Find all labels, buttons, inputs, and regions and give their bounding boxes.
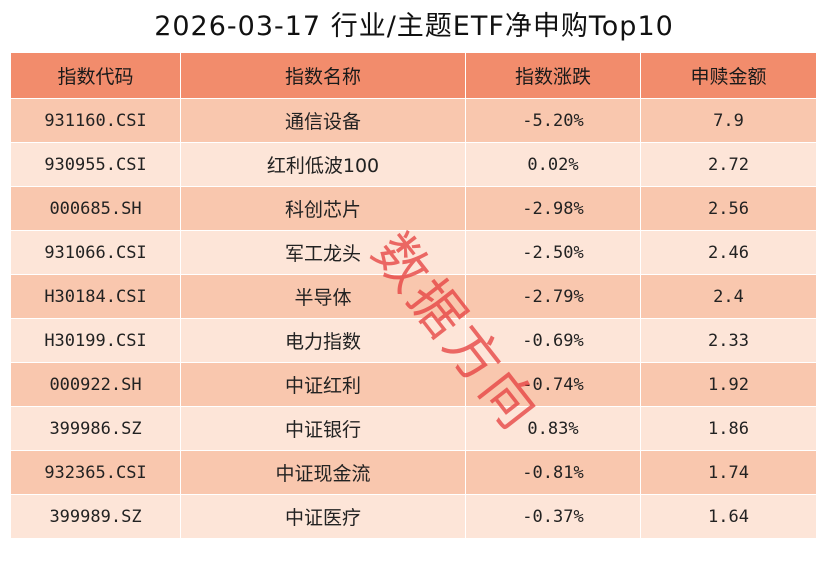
- table-cell: 中证医疗: [180, 494, 466, 539]
- table-row: 930955.CSI 红利低波100 0.02% 2.72: [10, 142, 817, 187]
- table-cell: 2.4: [640, 274, 817, 319]
- table-cell: 中证红利: [180, 362, 466, 407]
- table-row: H30199.CSI 电力指数 -0.69% 2.33: [10, 318, 817, 363]
- table-row: 931160.CSI 通信设备 -5.20% 7.9: [10, 98, 817, 143]
- table-cell: 中证现金流: [180, 450, 466, 495]
- table-cell: 000922.SH: [10, 362, 181, 407]
- table-cell: 0.02%: [465, 142, 641, 187]
- table-cell: 2.56: [640, 186, 817, 231]
- column-header: 指数代码: [10, 52, 181, 99]
- table-row: H30184.CSI 半导体 -2.79% 2.4: [10, 274, 817, 319]
- table-row: 932365.CSI 中证现金流 -0.81% 1.74: [10, 450, 817, 495]
- table-row: 000685.SH 科创芯片 -2.98% 2.56: [10, 186, 817, 231]
- table-cell: 通信设备: [180, 98, 466, 143]
- table-cell: 931160.CSI: [10, 98, 181, 143]
- table-cell: -0.69%: [465, 318, 641, 363]
- table-cell: 1.64: [640, 494, 817, 539]
- table-row: 931066.CSI 军工龙头 -2.50% 2.46: [10, 230, 817, 275]
- table-cell: 931066.CSI: [10, 230, 181, 275]
- table-cell: -0.81%: [465, 450, 641, 495]
- table-cell: -0.74%: [465, 362, 641, 407]
- table-cell: 半导体: [180, 274, 466, 319]
- table-cell: 2.33: [640, 318, 817, 363]
- table-cell: -2.50%: [465, 230, 641, 275]
- table-body: 931160.CSI 通信设备 -5.20% 7.9 930955.CSI 红利低波100…: [10, 98, 817, 539]
- etf-table: 指数代码 指数名称 指数涨跌 申赎金额 931160.CSI 通信设备 -5.20% 7.9…: [10, 52, 817, 539]
- table-cell: -2.79%: [465, 274, 641, 319]
- table-cell: -5.20%: [465, 98, 641, 143]
- table-cell: 军工龙头: [180, 230, 466, 275]
- header-row: 指数代码 指数名称 指数涨跌 申赎金额: [10, 52, 817, 99]
- table-row: 399986.SZ 中证银行 0.83% 1.86: [10, 406, 817, 451]
- table-cell: 0.83%: [465, 406, 641, 451]
- table-cell: -0.37%: [465, 494, 641, 539]
- table-cell: 1.92: [640, 362, 817, 407]
- column-header: 指数涨跌: [465, 52, 641, 99]
- table-cell: 932365.CSI: [10, 450, 181, 495]
- title: 2026-03-17 行业/主题ETF净申购Top10: [154, 11, 674, 42]
- table-row: 000922.SH 中证红利 -0.74% 1.92: [10, 362, 817, 407]
- table-cell: 399986.SZ: [10, 406, 181, 451]
- table-cell: 7.9: [640, 98, 817, 143]
- table-cell: 2.72: [640, 142, 817, 187]
- table-cell: 1.74: [640, 450, 817, 495]
- table-cell: -2.98%: [465, 186, 641, 231]
- table-cell: 中证银行: [180, 406, 466, 451]
- table-cell: 399989.SZ: [10, 494, 181, 539]
- table-cell: 科创芯片: [180, 186, 466, 231]
- table-cell: H30199.CSI: [10, 318, 181, 363]
- table-row: 399989.SZ 中证医疗 -0.37% 1.64: [10, 494, 817, 539]
- table-cell: 红利低波100: [180, 142, 466, 187]
- table-cell: H30184.CSI: [10, 274, 181, 319]
- table-cell: 930955.CSI: [10, 142, 181, 187]
- table-cell: 000685.SH: [10, 186, 181, 231]
- table-cell: 1.86: [640, 406, 817, 451]
- table-cell: 电力指数: [180, 318, 466, 363]
- column-header: 申赎金额: [640, 52, 817, 99]
- column-header: 指数名称: [180, 52, 466, 99]
- table-cell: 2.46: [640, 230, 817, 275]
